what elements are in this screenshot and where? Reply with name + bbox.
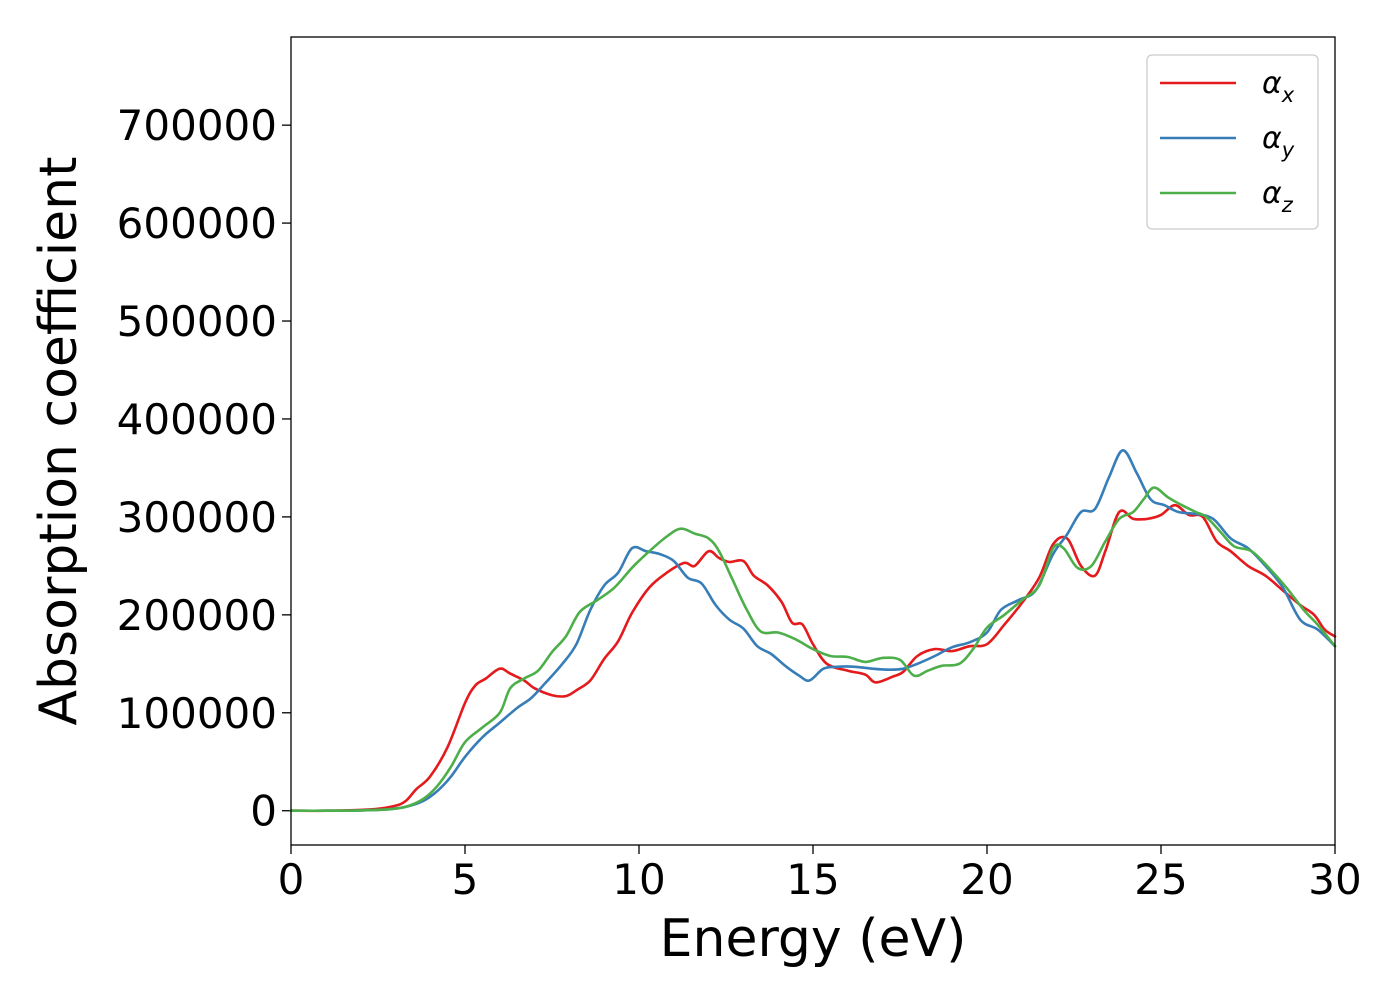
x-tick-label: 30 <box>1308 855 1361 904</box>
y-tick-label: 600000 <box>117 199 277 248</box>
plot-frame <box>290 36 1336 846</box>
y-axis-ticks: 0 100000 200000 300000 400000 500000 600000 700… <box>117 101 291 836</box>
x-tick-label: 15 <box>786 855 839 904</box>
series-line-y <box>289 449 1337 813</box>
x-axis-ticks: 0 5 10 15 20 25 30 <box>278 845 1362 904</box>
y-axis-title: Absorption coefficient <box>29 156 89 725</box>
legend-label-z: αz <box>1262 176 1294 217</box>
legend-frame <box>1146 54 1319 230</box>
x-axis-title: Energy (eV) <box>660 909 967 969</box>
legend-label-y: αy <box>1262 121 1295 162</box>
x-tick-label: 20 <box>960 855 1013 904</box>
series-line-x <box>289 503 1337 813</box>
y-tick-label: 700000 <box>117 101 277 150</box>
legend: αx αy αz <box>1146 54 1319 230</box>
y-tick-label: 200000 <box>117 591 277 640</box>
y-tick-label: 100000 <box>117 689 277 738</box>
y-tick-label: 500000 <box>117 297 277 346</box>
series-line-z <box>289 486 1337 813</box>
series-lines <box>289 449 1337 813</box>
x-tick-label: 25 <box>1134 855 1187 904</box>
x-tick-label: 5 <box>452 855 479 904</box>
legend-label-x: αx <box>1262 66 1295 107</box>
y-tick-label: 0 <box>250 787 277 836</box>
y-tick-label: 300000 <box>117 493 277 542</box>
x-tick-label: 10 <box>612 855 665 904</box>
y-tick-label: 400000 <box>117 395 277 444</box>
x-tick-label: 0 <box>278 855 305 904</box>
